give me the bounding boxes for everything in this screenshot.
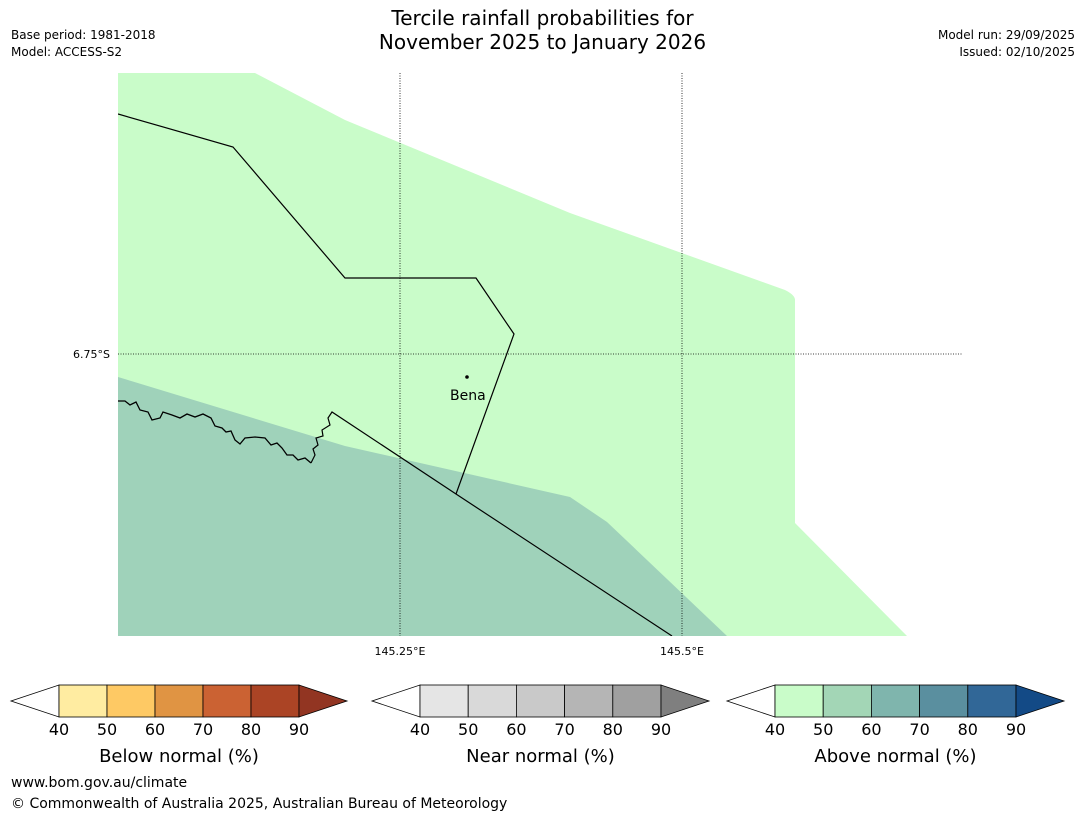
colorbar-near-segment — [467, 684, 517, 718]
colorbar-below-segment — [202, 684, 252, 718]
longitude-label-1: 145.25°E — [375, 645, 426, 658]
colorbar-above-tick: 50 — [813, 720, 833, 739]
province-boundary-south — [310, 411, 673, 636]
colorbar-above-tick: 60 — [861, 720, 881, 739]
colorbar-above-under — [725, 684, 776, 718]
colorbar-near-tick: 80 — [603, 720, 623, 739]
colorbar-below-over — [298, 684, 349, 718]
map-plot-area: Bena — [118, 73, 963, 636]
base-period: Base period: 1981-2018 — [11, 28, 156, 42]
colorbar-above-tick: 80 — [958, 720, 978, 739]
colorbar-above-segment — [774, 684, 824, 718]
colorbar-near-over — [660, 684, 711, 718]
province-boundary — [118, 113, 515, 495]
meta-left: Base period: 1981-2018 Model: ACCESS-S2 — [11, 27, 156, 61]
colorbar-near-tick: 60 — [506, 720, 526, 739]
river-line — [118, 400, 312, 464]
colorbar-below-segment — [58, 684, 108, 718]
colorbar-below-tick: 40 — [49, 720, 69, 739]
town-label: Bena — [450, 388, 486, 404]
colorbar-near-segment — [564, 684, 614, 718]
colorbar-below-tick: 90 — [289, 720, 309, 739]
latitude-label: 6.75°S — [73, 348, 110, 361]
colorbar-above-tick: 70 — [909, 720, 929, 739]
region-above-50-60 — [118, 377, 727, 636]
colorbar-below-title: Below normal (%) — [99, 746, 259, 767]
colorbar-below-tick: 50 — [97, 720, 117, 739]
colorbar-near-segment — [516, 684, 566, 718]
colorbar-near-tick: 40 — [410, 720, 430, 739]
colorbar-above-segment — [871, 684, 921, 718]
colorbar-near: 40 50 60 70 80 90 Near normal (%) — [370, 684, 711, 767]
colorbar-near-title: Near normal (%) — [466, 746, 615, 767]
colorbar-near-segment — [612, 684, 662, 718]
colorbars: 40 50 60 70 80 90 Below normal (%) 40 50 60 70 80 90… — [9, 684, 1066, 767]
colorbar-below-under — [9, 684, 60, 718]
town-marker — [465, 375, 469, 379]
model-name: Model: ACCESS-S2 — [11, 45, 123, 59]
footer-url: www.bom.gov.au/climate — [11, 775, 188, 791]
footer-copyright: © Commonwealth of Australia 2025, Austra… — [11, 796, 508, 812]
colorbar-near-under — [370, 684, 421, 718]
colorbar-near-tick: 50 — [458, 720, 478, 739]
title-line-2: November 2025 to January 2026 — [378, 30, 707, 54]
colorbar-above-tick: 90 — [1006, 720, 1026, 739]
colorbar-above-segment — [822, 684, 872, 718]
colorbar-near-segment — [419, 684, 469, 718]
colorbar-above-over — [1015, 684, 1066, 718]
colorbar-below-tick: 70 — [193, 720, 213, 739]
colorbar-above: 40 50 60 70 80 90 Above normal (%) — [725, 684, 1066, 767]
colorbar-near-tick: 90 — [651, 720, 671, 739]
colorbar-near-tick: 70 — [554, 720, 574, 739]
colorbar-above-segment — [919, 684, 969, 718]
colorbar-above-segment — [967, 684, 1017, 718]
issued-date: Issued: 02/10/2025 — [959, 45, 1075, 59]
colorbar-below-segment — [106, 684, 156, 718]
model-run: Model run: 29/09/2025 — [937, 28, 1075, 42]
colorbar-below-tick: 60 — [145, 720, 165, 739]
colorbar-below-segment — [154, 684, 204, 718]
meta-right: Model run: 29/09/2025 Issued: 02/10/2025 — [938, 27, 1075, 61]
colorbar-below-tick: 80 — [241, 720, 261, 739]
colorbar-below: 40 50 60 70 80 90 Below normal (%) — [9, 684, 349, 767]
colorbar-above-tick: 40 — [765, 720, 785, 739]
longitude-label-2: 145.5°E — [660, 645, 704, 658]
title-line-1: Tercile rainfall probabilities for — [391, 6, 694, 30]
colorbar-above-title: Above normal (%) — [814, 746, 976, 767]
colorbar-below-segment — [250, 684, 300, 718]
map-title: Tercile rainfall probabilities for Novem… — [0, 6, 1085, 54]
